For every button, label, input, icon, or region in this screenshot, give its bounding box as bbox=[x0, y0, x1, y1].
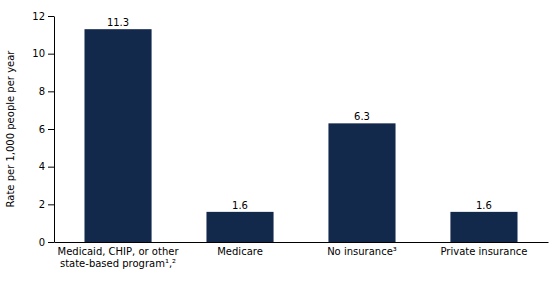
x-axis: Medicaid, CHIP, or otherstate-based prog… bbox=[55, 243, 549, 269]
y-tick-label: 10 bbox=[32, 48, 45, 59]
bars bbox=[84, 29, 517, 242]
x-tick-label-line: No insurance³ bbox=[327, 246, 397, 257]
x-axis-line bbox=[55, 242, 549, 243]
x-tick-label: Private insurance bbox=[440, 246, 527, 257]
x-tick-label: Medicare bbox=[217, 246, 263, 257]
x-tick-label-line: Medicaid, CHIP, or other bbox=[58, 246, 180, 257]
bar bbox=[206, 212, 273, 242]
x-tick: Medicaid, CHIP, or otherstate-based prog… bbox=[58, 246, 180, 269]
x-tick-label: No insurance³ bbox=[327, 246, 397, 257]
data-label: 11.3 bbox=[107, 17, 129, 28]
x-tick: No insurance³ bbox=[327, 246, 397, 257]
chart-svg: 11.3 1.6 6.3 1.6 0 2 4 6 8 10 12 Medicaid, CHIP, or… bbox=[0, 0, 560, 286]
chart-container: 11.3 1.6 6.3 1.6 0 2 4 6 8 10 12 Medicaid, CHIP, or… bbox=[0, 0, 560, 286]
bar bbox=[450, 212, 517, 242]
y-tick-mark bbox=[48, 242, 54, 243]
y-tick-mark bbox=[48, 54, 54, 55]
bar bbox=[328, 123, 395, 242]
x-tick-label-line: Private insurance bbox=[440, 246, 527, 257]
data-label: 6.3 bbox=[354, 111, 370, 122]
y-tick: 6 bbox=[39, 124, 54, 135]
y-tick-label: 6 bbox=[39, 124, 45, 135]
y-axis: 0 2 4 6 8 10 12 bbox=[32, 11, 54, 248]
x-tick-label-line: state-based program¹,² bbox=[60, 258, 176, 269]
y-tick-label: 2 bbox=[39, 199, 45, 210]
y-axis-title: Rate per 1,000 people per year bbox=[5, 50, 16, 208]
x-tick-label: Medicaid, CHIP, or otherstate-based prog… bbox=[58, 246, 180, 269]
x-tick: Medicare bbox=[217, 246, 263, 257]
y-tick-label: 12 bbox=[32, 11, 45, 22]
y-tick-label: 0 bbox=[39, 237, 45, 248]
y-tick: 8 bbox=[39, 86, 54, 97]
y-tick-mark bbox=[48, 204, 54, 205]
y-tick-mark bbox=[48, 129, 54, 130]
y-tick-mark bbox=[48, 91, 54, 92]
data-label: 1.6 bbox=[232, 200, 248, 211]
y-tick-mark bbox=[48, 167, 54, 168]
y-axis-line bbox=[54, 17, 55, 243]
x-tick-label-line: Medicare bbox=[217, 246, 263, 257]
data-label: 1.6 bbox=[476, 200, 492, 211]
y-tick: 12 bbox=[32, 11, 54, 22]
y-tick: 4 bbox=[39, 161, 54, 172]
x-tick: Private insurance bbox=[440, 246, 527, 257]
y-tick: 10 bbox=[32, 48, 54, 59]
y-tick-label: 8 bbox=[39, 86, 45, 97]
y-tick-label: 4 bbox=[39, 161, 45, 172]
data-labels: 11.3 1.6 6.3 1.6 bbox=[107, 17, 492, 211]
bar bbox=[84, 29, 151, 242]
y-tick-mark bbox=[48, 16, 54, 17]
y-tick: 2 bbox=[39, 199, 54, 210]
y-tick: 0 bbox=[39, 237, 54, 248]
